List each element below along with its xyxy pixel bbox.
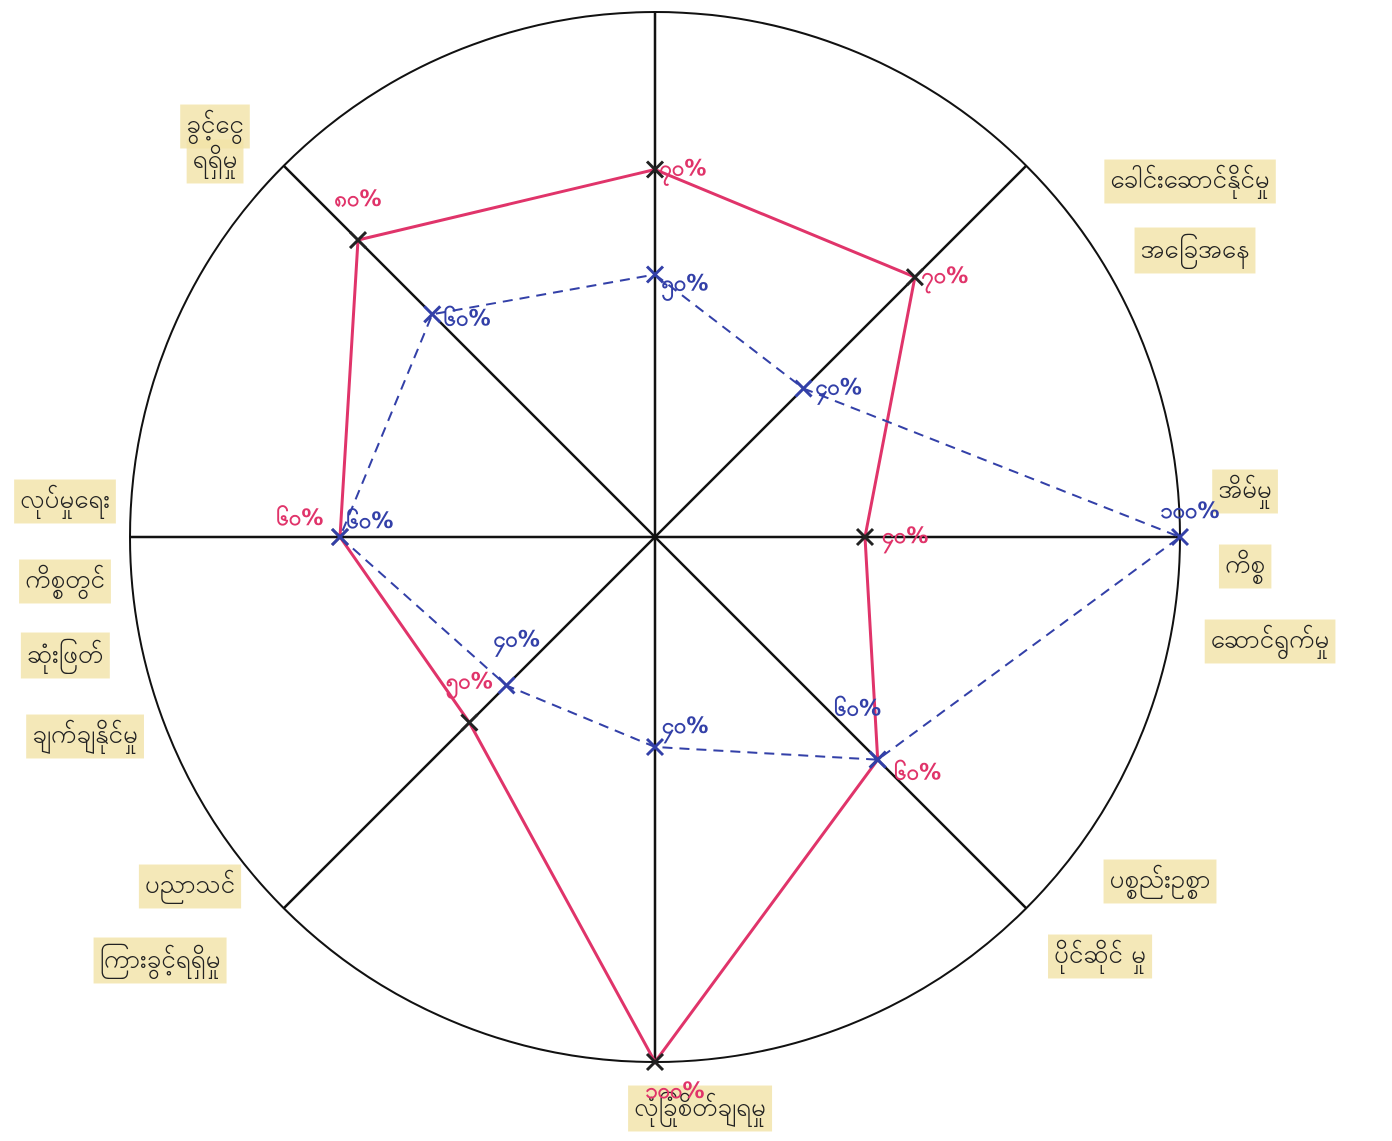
category-label: ရရှိမှု (193, 144, 238, 180)
label-highlights (14, 105, 1335, 1132)
value-label: ၅၀% (446, 670, 493, 700)
value-label: ၄၀% (662, 714, 709, 744)
value-label: ၄၀% (815, 376, 862, 406)
category-label: ပစ္စည်းဥစ္စာ (1110, 864, 1211, 900)
category-label: ဆောင်ရွက်မှု (1211, 624, 1330, 660)
point-marker (795, 381, 811, 397)
value-label: ၄၀% (882, 524, 929, 554)
category-label: ခေါင်းဆောင်နိုင်မှု (1110, 164, 1269, 200)
value-label: ၆၀% (444, 304, 491, 331)
series-line (340, 170, 915, 1063)
value-label: ၁၀၀% (645, 1079, 704, 1104)
category-label: ကိစ္စ (1225, 549, 1265, 585)
value-label: ၄၀% (493, 627, 540, 657)
category-label: ကိစ္စတွင် (25, 564, 105, 600)
page: ခေါင်းဆောင်နိုင်မှုအခြေအနေအိမ်မှုကိစ္စဆေ… (0, 0, 1392, 1141)
category-label: ကြားခွင့်ရရှိမှု (100, 942, 221, 980)
spoke (655, 537, 1026, 908)
spoke (655, 166, 1026, 537)
value-label: ၆၀% (277, 504, 324, 531)
category-label: အိမ်မှု (1218, 474, 1272, 510)
point-marker (499, 677, 515, 693)
value-label: ၈၀% (335, 187, 382, 212)
category-label: ချက်ချနိုင်မှု (32, 719, 138, 755)
value-label: ၆၀% (894, 759, 941, 786)
value-label: ၆၀% (347, 507, 394, 534)
category-label: လုပ်မှုရေး (20, 484, 110, 520)
category-label: ခွင့်ငွေ (186, 109, 244, 145)
value-label: ၇၀% (921, 264, 968, 294)
value-label: ၁၀၀% (1160, 499, 1219, 524)
point-marker (461, 715, 477, 731)
category-label: အခြေအနေ (1141, 232, 1250, 270)
chart: ခေါင်းဆောင်နိုင်မှုအခြေအနေအိမ်မှုကိစ္စဆေ… (0, 0, 1392, 1141)
spoke (284, 166, 655, 537)
category-label: ပညာသင် (145, 869, 235, 905)
category-label: ဆုံးဖြတ် (27, 637, 104, 675)
value-label: ၆၀% (834, 695, 881, 722)
category-label: ပိုင်ဆိုင် မှု (1054, 939, 1146, 975)
